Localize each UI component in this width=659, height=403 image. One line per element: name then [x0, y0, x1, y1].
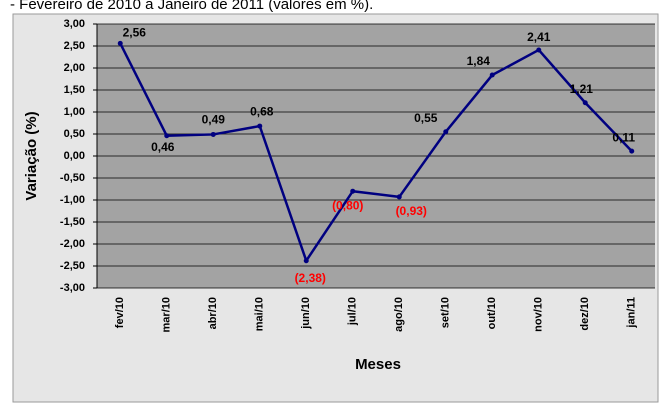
data-point — [303, 258, 309, 264]
y-tick-label: 3,00 — [64, 18, 85, 30]
y-tick-label: -1,50 — [60, 216, 85, 228]
data-point — [117, 40, 123, 46]
x-tick-label: ago/10 — [393, 297, 405, 332]
chart-title: - Fevereiro de 2010 a Janeiro de 2011 (v… — [10, 0, 373, 13]
y-tick-label: -1,00 — [60, 194, 85, 206]
y-tick-label: 2,50 — [64, 40, 85, 52]
x-tick-label: dez/10 — [579, 297, 591, 331]
data-label: 0,49 — [202, 113, 226, 127]
data-line — [119, 42, 633, 264]
data-label: 0,55 — [414, 111, 438, 125]
data-point — [443, 129, 449, 135]
x-tick-label: set/10 — [440, 297, 452, 328]
x-axis-title: Meses — [355, 356, 401, 373]
data-point — [164, 133, 170, 139]
data-label: 2,56 — [123, 26, 147, 40]
y-tick-label: 0,50 — [64, 128, 85, 140]
data-point — [489, 72, 495, 78]
x-tick-label: out/10 — [486, 297, 498, 329]
y-axis-title: Variação (%) — [23, 111, 40, 200]
data-point — [629, 148, 635, 154]
data-label: 1,21 — [570, 82, 594, 96]
data-point — [536, 47, 542, 53]
x-tick-label: jan/11 — [626, 297, 638, 329]
x-tick-label: nov/10 — [533, 297, 545, 332]
data-label: (2,38) — [295, 271, 326, 285]
y-tick-label: 1,50 — [64, 84, 85, 96]
data-label: (0,80) — [332, 198, 363, 212]
data-label: 2,41 — [527, 30, 551, 44]
x-tick-label: mai/10 — [254, 297, 266, 331]
y-tick-label: -2,00 — [60, 238, 85, 250]
data-label: 0,11 — [612, 130, 635, 144]
y-tick-label: 0,00 — [64, 150, 85, 162]
x-tick-label: mar/10 — [161, 297, 173, 332]
x-tick-label: abr/10 — [207, 297, 219, 329]
y-tick-label: -2,50 — [60, 260, 85, 272]
y-tick-label: -3,00 — [60, 282, 85, 294]
data-point — [210, 131, 216, 137]
data-label: (0,93) — [396, 204, 427, 218]
y-tick-label: -0,50 — [60, 172, 85, 184]
data-point — [582, 100, 588, 106]
data-point — [396, 194, 402, 200]
data-label: 1,84 — [467, 54, 491, 68]
x-tick-label: fev/10 — [114, 297, 126, 328]
data-label: 0,68 — [250, 104, 274, 118]
y-tick-label: 1,00 — [64, 106, 85, 118]
data-point — [257, 123, 263, 129]
x-tick-label: jun/10 — [300, 297, 312, 330]
x-tick-label: jul/10 — [347, 297, 359, 326]
data-point — [350, 188, 356, 194]
y-tick-label: 2,00 — [64, 62, 85, 74]
data-label: 0,46 — [151, 140, 175, 154]
